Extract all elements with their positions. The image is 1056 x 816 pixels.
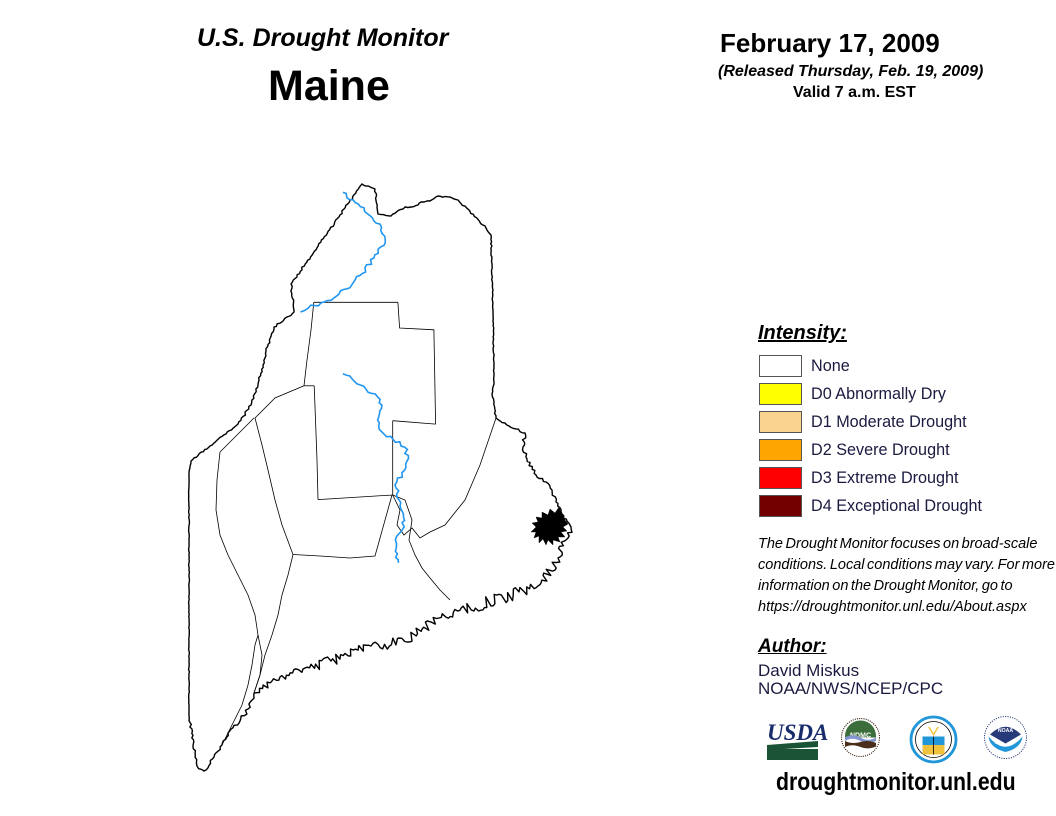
svg-text:NOAA: NOAA [998, 728, 1014, 734]
svg-text:USDA: USDA [767, 720, 828, 745]
